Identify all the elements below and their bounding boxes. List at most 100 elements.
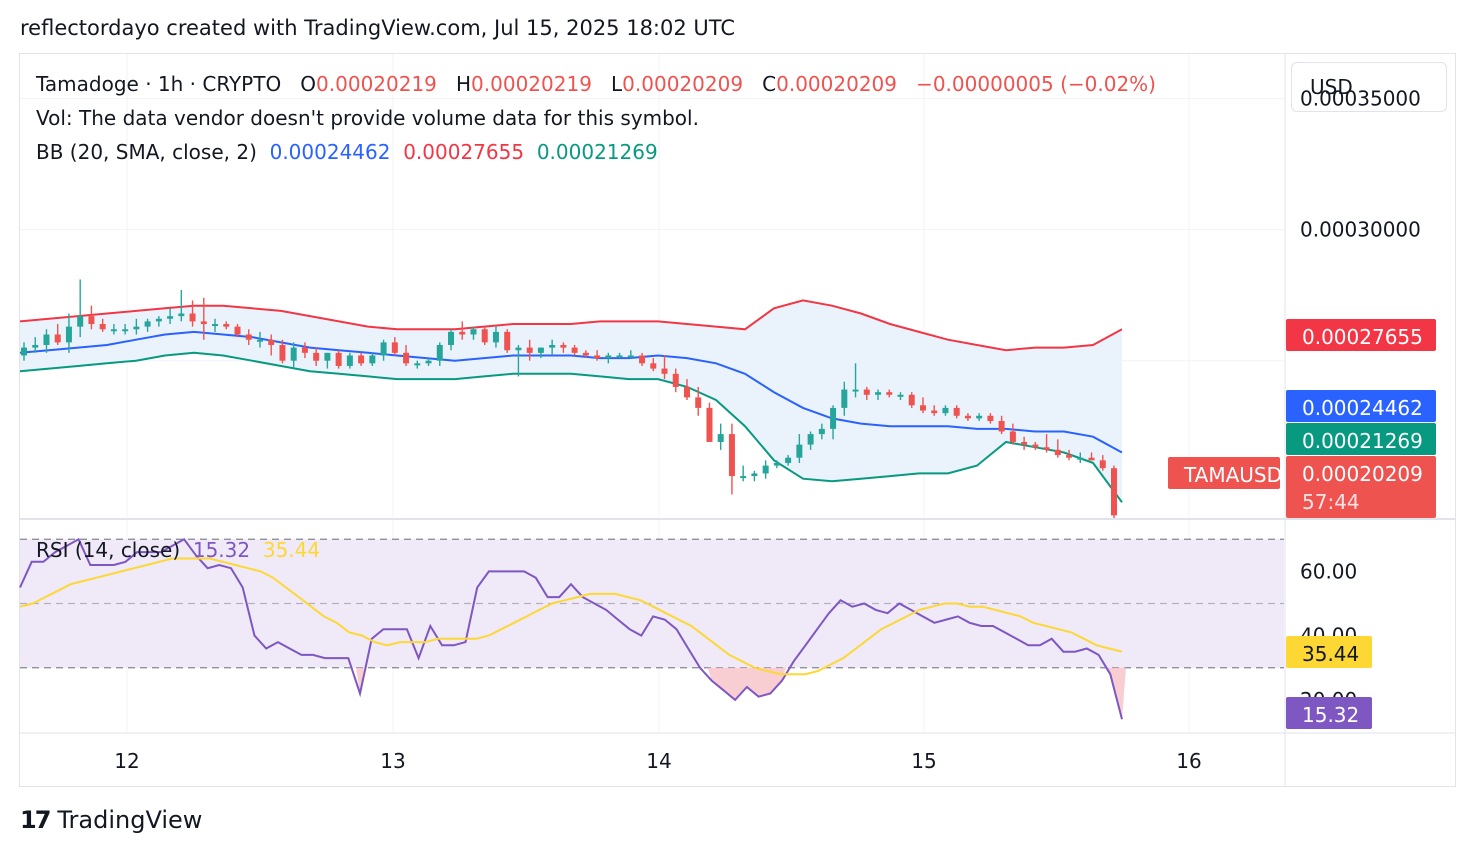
bb-legend[interactable]: BB (20, SMA, close, 2) 0.00024462 0.0002…	[36, 140, 658, 164]
candle-body	[785, 457, 792, 463]
candle	[122, 324, 129, 335]
candle-body	[481, 329, 488, 343]
chart-frame	[19, 53, 1456, 787]
close-value: 0.00020209	[776, 72, 897, 96]
candle-body	[627, 355, 634, 358]
candle	[268, 334, 275, 356]
candle-body	[728, 434, 735, 477]
candle-body	[998, 421, 1005, 432]
x-tick-label: 13	[380, 749, 405, 773]
candle-body	[43, 334, 50, 345]
candle	[695, 386, 702, 416]
candle	[639, 352, 646, 366]
candle-body	[818, 428, 825, 435]
candle	[650, 358, 657, 372]
candle	[167, 308, 174, 325]
candle	[661, 355, 668, 380]
candle	[110, 324, 117, 335]
candle-body	[1088, 457, 1095, 461]
bb-basis-badge: 0.00024462	[1286, 390, 1436, 422]
candle-body	[268, 339, 275, 345]
candle-body	[54, 334, 61, 343]
candle	[54, 324, 61, 345]
candle-body	[178, 313, 185, 317]
candle-body	[470, 329, 477, 335]
candle	[852, 363, 859, 398]
candle	[1021, 436, 1028, 450]
candle	[953, 405, 960, 419]
tradingview-logo[interactable]: 17 TradingView	[20, 806, 202, 834]
candle-body	[459, 331, 466, 335]
candle	[571, 344, 578, 356]
rsi-badge: 15.32	[1286, 697, 1372, 729]
candle-body	[133, 326, 140, 330]
candle-body	[650, 363, 657, 369]
candle	[77, 279, 84, 338]
candle	[492, 326, 499, 348]
symbol-tag-badge: TAMAUSD	[1168, 457, 1282, 489]
candle	[133, 318, 140, 335]
candle	[200, 297, 207, 340]
candle	[301, 342, 308, 359]
bb-lower-badge: 0.00021269	[1286, 423, 1436, 455]
bb-lower-badge-text: 0.00021269	[1302, 429, 1423, 453]
candle	[391, 337, 398, 356]
candle-body	[807, 434, 814, 445]
candle	[751, 470, 758, 482]
candle-body	[875, 392, 882, 395]
candle-body	[77, 316, 84, 327]
currency-selector[interactable]: USD	[1291, 62, 1447, 112]
last-price-badge-bg	[1286, 456, 1436, 518]
symbol-label[interactable]: Tamadoge · 1h · CRYPTO	[36, 72, 282, 96]
bb-lower-line	[19, 351, 1123, 503]
candle	[728, 423, 735, 495]
candle-body	[189, 313, 196, 322]
candle	[335, 350, 342, 369]
candle	[189, 300, 196, 327]
low-value: 0.00020209	[622, 72, 744, 96]
candle	[919, 397, 926, 414]
candle	[560, 342, 567, 353]
bb-basis-value: 0.00024462	[269, 140, 391, 164]
candle	[279, 339, 286, 364]
candle	[448, 329, 455, 351]
rsi-panel	[19, 537, 1284, 720]
volume-note: Vol: The data vendor doesn't provide vol…	[36, 106, 699, 130]
bb-lower-value: 0.00021269	[536, 140, 658, 164]
candle-body	[425, 360, 432, 364]
bb-upper-value: 0.00027655	[403, 140, 525, 164]
candle	[594, 350, 601, 361]
rsi-badge-text: 15.32	[1302, 703, 1359, 727]
candle	[616, 352, 623, 359]
candle-body	[762, 465, 769, 474]
candle	[459, 321, 466, 340]
candle	[470, 326, 477, 340]
candle-body	[695, 397, 702, 408]
x-tick-label: 15	[911, 749, 936, 773]
candle-body	[1032, 444, 1039, 448]
bb-basis-badge-bg	[1286, 390, 1436, 422]
candle	[481, 326, 488, 345]
candle-body	[245, 334, 252, 340]
tradingview-logo-icon: 17	[20, 806, 51, 834]
symbol-tag-badge-text: TAMAUSD	[1183, 463, 1282, 487]
candle-body	[223, 324, 230, 327]
candle-body	[1099, 460, 1106, 469]
rsi-oversold-fill	[356, 667, 364, 694]
candle	[99, 318, 106, 332]
candle-body	[391, 342, 398, 353]
rsi-legend[interactable]: RSI (14, close) 15.32 35.44	[36, 538, 320, 562]
candle-body	[661, 368, 668, 374]
bb-upper-badge-text: 0.00027655	[1302, 325, 1423, 349]
candle-body	[65, 326, 72, 343]
candle	[290, 342, 297, 369]
rsi-line	[19, 537, 1123, 720]
candle-body	[594, 355, 601, 359]
last-price-badge: 0.00020209 57:44	[1286, 456, 1436, 518]
candle-body	[863, 389, 870, 395]
candle	[178, 289, 185, 322]
candle	[1032, 441, 1039, 450]
rsi-badge-bg	[1286, 697, 1372, 729]
rsi-oversold-fill	[707, 667, 786, 700]
